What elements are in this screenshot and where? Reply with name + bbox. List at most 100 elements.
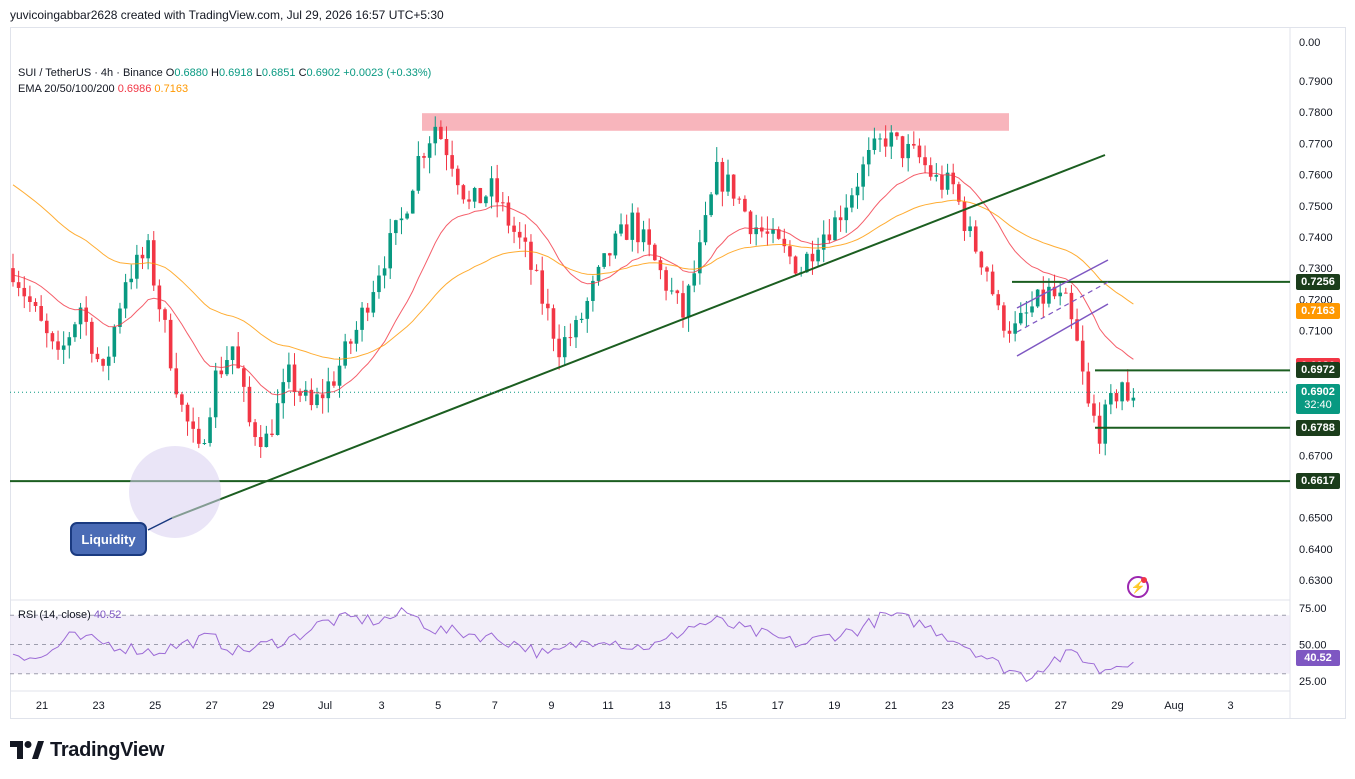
liquidity-highlight bbox=[129, 446, 221, 538]
candle-body bbox=[129, 278, 134, 283]
candle-body bbox=[303, 389, 308, 396]
candle-body bbox=[242, 368, 246, 387]
candle-body bbox=[692, 273, 697, 286]
candle-body bbox=[399, 218, 404, 221]
lightning-icon[interactable]: ⚡ bbox=[1127, 576, 1149, 598]
candle-body bbox=[940, 175, 944, 190]
ema-slow-value: 0.7163 bbox=[154, 83, 189, 95]
price-tick-label: 0.7800 bbox=[1299, 107, 1333, 119]
symbol-name: SUI / TetherUS · 4h · Binance bbox=[18, 67, 163, 79]
time-tick-label: 27 bbox=[1055, 700, 1067, 712]
candle-body bbox=[309, 389, 314, 406]
candle-body bbox=[726, 174, 730, 192]
candle-body bbox=[838, 217, 843, 221]
candle-body bbox=[270, 433, 274, 436]
price-badge-0.6972[interactable]: 0.6972 bbox=[1296, 362, 1340, 379]
candle-body bbox=[658, 260, 663, 271]
candle-body bbox=[180, 394, 184, 405]
candle-body bbox=[917, 145, 922, 158]
candle-body bbox=[163, 309, 167, 320]
candle-body bbox=[298, 392, 302, 396]
time-tick-label: 15 bbox=[715, 700, 727, 712]
candle-body bbox=[394, 220, 398, 234]
candle-body bbox=[354, 329, 359, 344]
time-tick-label: 11 bbox=[602, 700, 613, 712]
candle-body bbox=[517, 231, 522, 238]
candle-body bbox=[208, 417, 212, 444]
symbol-legend: SUI / TetherUS · 4h · Binance O0.6880 H0… bbox=[18, 67, 431, 79]
candle-body bbox=[146, 240, 150, 259]
candle-body bbox=[923, 157, 927, 166]
candle-body bbox=[405, 213, 409, 219]
liquidity-arrow bbox=[147, 517, 173, 531]
candle-body bbox=[669, 290, 674, 292]
candle-body bbox=[1109, 393, 1113, 405]
price-badge-ema-slow[interactable]: 0.7163 bbox=[1296, 302, 1340, 319]
candle-body bbox=[861, 164, 865, 187]
bar-countdown: 32:40 bbox=[1304, 399, 1332, 412]
candle-body bbox=[56, 341, 60, 350]
price-tick-label: 0.7500 bbox=[1299, 201, 1333, 213]
candle-body bbox=[928, 165, 933, 177]
candle-body bbox=[574, 320, 578, 338]
price-badge-0.6788[interactable]: 0.6788 bbox=[1296, 419, 1340, 436]
candle-body bbox=[433, 126, 438, 144]
candle-body bbox=[895, 132, 899, 137]
time-tick-label: 3 bbox=[1228, 700, 1234, 712]
candle-body bbox=[585, 300, 590, 319]
candle-body bbox=[365, 307, 370, 313]
candle-body bbox=[827, 234, 832, 241]
candle-body bbox=[782, 238, 787, 247]
candle-body bbox=[624, 224, 629, 240]
ema-fast-value: 0.6986 bbox=[117, 83, 152, 95]
candle-body bbox=[816, 249, 820, 262]
candle-body bbox=[793, 256, 798, 274]
candle-body bbox=[275, 403, 280, 436]
candle-body bbox=[1075, 319, 1079, 341]
candle-body bbox=[653, 244, 657, 261]
candle-body bbox=[568, 337, 573, 339]
tradingview-logo[interactable]: TradingView bbox=[10, 737, 164, 763]
candle-body bbox=[315, 394, 319, 406]
candle-body bbox=[287, 364, 291, 383]
candle-body bbox=[501, 202, 505, 204]
candle-body bbox=[213, 370, 218, 418]
ema-label: EMA 20/50/100/200 bbox=[18, 83, 115, 95]
time-tick-label: 17 bbox=[772, 700, 784, 712]
price-tick-label: 0.6400 bbox=[1299, 544, 1333, 556]
candle-body bbox=[731, 174, 736, 199]
candle-body bbox=[557, 338, 561, 358]
candle-body bbox=[140, 254, 145, 259]
channel-lower bbox=[1016, 303, 1109, 357]
price-tick-label: 0.7600 bbox=[1299, 170, 1333, 182]
price-tick-label: 0.6300 bbox=[1299, 575, 1333, 587]
liquidity-callout[interactable]: Liquidity bbox=[70, 522, 147, 556]
candle-body bbox=[619, 224, 623, 234]
candle-body bbox=[39, 306, 43, 321]
candle-body bbox=[50, 333, 55, 342]
candle-body bbox=[641, 229, 646, 243]
candle-body bbox=[185, 404, 190, 422]
candle-body bbox=[44, 320, 49, 334]
price-badge-0.6617[interactable]: 0.6617 bbox=[1296, 473, 1340, 490]
candle-body bbox=[1080, 340, 1085, 372]
price-badge-0.7256[interactable]: 0.7256 bbox=[1296, 273, 1340, 290]
change-value: +0.0023 (+0.33%) bbox=[343, 67, 432, 79]
last-price-badge[interactable]: 0.6902 32:40 bbox=[1296, 384, 1340, 415]
price-tick-label: 0.6500 bbox=[1299, 513, 1333, 525]
candle-body bbox=[1064, 292, 1068, 294]
candle-body bbox=[455, 168, 460, 186]
candle-body bbox=[1013, 323, 1017, 334]
last-price-value: 0.6902 bbox=[1301, 386, 1335, 399]
candle-body bbox=[337, 365, 342, 386]
time-tick-label: 25 bbox=[998, 700, 1010, 712]
notification-dot bbox=[1141, 577, 1147, 583]
candle-body bbox=[737, 198, 742, 200]
rising-trendline bbox=[171, 154, 1106, 519]
rsi-value-badge[interactable]: 40.52 bbox=[1296, 650, 1340, 667]
candle-body bbox=[410, 190, 415, 214]
candle-body bbox=[872, 138, 877, 150]
candle-body bbox=[135, 254, 139, 279]
candle-body bbox=[562, 337, 567, 358]
